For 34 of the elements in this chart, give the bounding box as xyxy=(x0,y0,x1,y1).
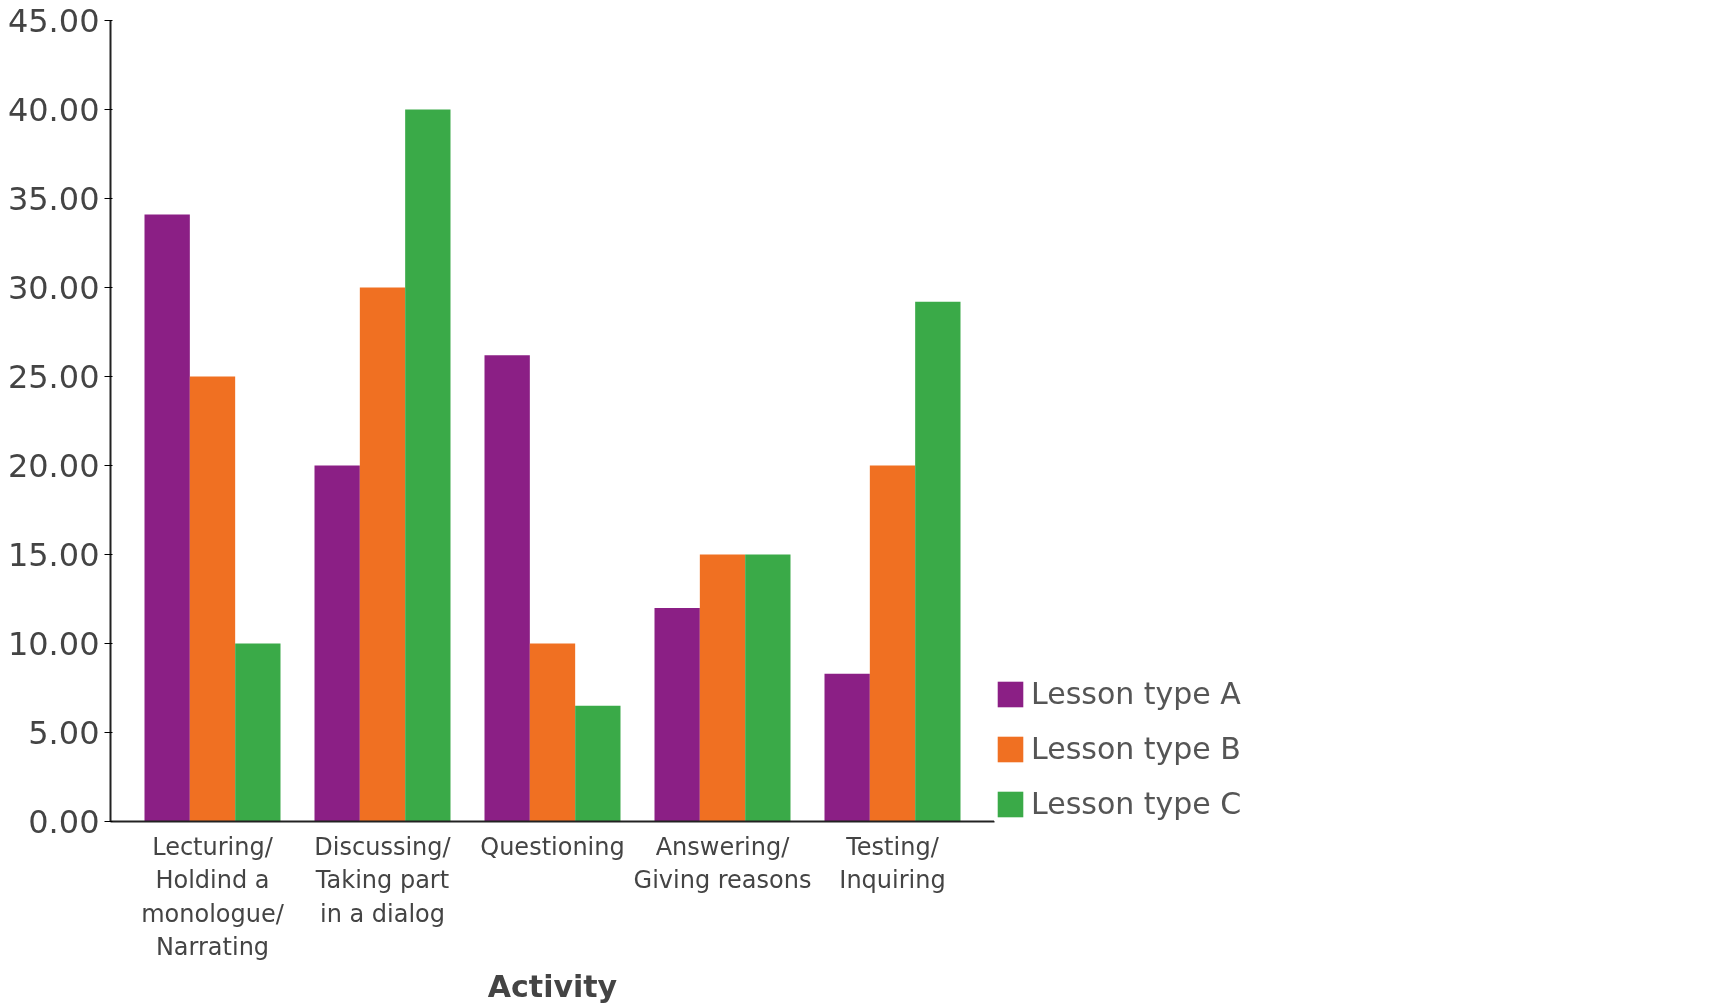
legend-label: Lesson type C xyxy=(1031,786,1242,821)
bar xyxy=(405,109,451,822)
x-tick-label: Answering/ Giving reasons xyxy=(633,832,812,895)
y-tick-label: 40.00 xyxy=(7,91,100,129)
bar xyxy=(359,287,406,822)
x-tick-label: Testing/ Inquiring xyxy=(839,832,946,895)
bar xyxy=(314,465,360,822)
bar xyxy=(529,643,576,822)
y-tick-label: 5.00 xyxy=(28,714,100,752)
y-tick-label: 15.00 xyxy=(7,536,100,574)
y-tick-label: 20.00 xyxy=(7,447,100,485)
x-tick-label: Lecturing/ Holdind a monologue/ Narrating xyxy=(141,832,285,962)
bar xyxy=(745,554,791,822)
y-tick-label: 25.00 xyxy=(7,358,100,396)
y-tick-label: 0.00 xyxy=(28,803,100,841)
x-tick-label: Questioning xyxy=(480,832,625,861)
y-tick-label: 45.00 xyxy=(7,2,100,40)
legend-label: Lesson type A xyxy=(1031,676,1241,711)
y-tick-label: 10.00 xyxy=(7,625,100,663)
bar xyxy=(869,465,916,822)
y-tick-label: 35.00 xyxy=(7,180,100,218)
bar xyxy=(235,643,281,822)
x-tick-label: Discussing/ Taking part in a dialog xyxy=(314,832,452,928)
legend-label: Lesson type B xyxy=(1031,731,1241,766)
bar xyxy=(915,301,961,822)
bar xyxy=(484,355,530,822)
bar xyxy=(654,607,700,822)
bar xyxy=(824,673,870,822)
y-tick-label: 30.00 xyxy=(7,269,100,307)
bar xyxy=(699,554,746,822)
bar xyxy=(144,214,190,822)
bar xyxy=(575,705,621,822)
bar xyxy=(189,376,236,822)
x-axis-title: Activity xyxy=(487,969,618,1005)
